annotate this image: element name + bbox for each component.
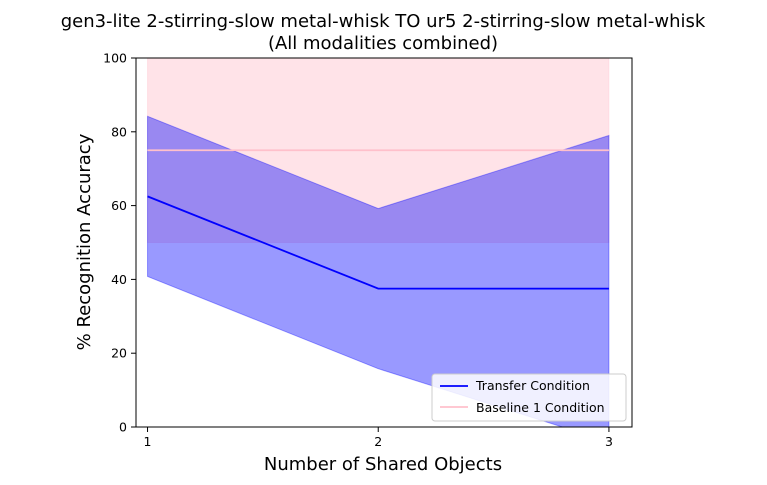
x-tick-label: 1 (144, 434, 152, 449)
transfer-condition-line (147, 195, 609, 290)
transfer-condition-band (147, 115, 610, 427)
y-axis-ticks: 0 20 40 60 80 100 (103, 51, 136, 435)
y-tick-label: 0 (119, 420, 127, 435)
y-tick-label: 60 (111, 198, 127, 213)
plot-frame (135, 57, 633, 428)
y-tick-label: 100 (103, 51, 127, 66)
y-tick-label: 20 (111, 346, 127, 361)
y-tick-label: 80 (111, 124, 127, 139)
series-lines (147, 149, 609, 290)
y-axis-label: % Recognition Accuracy (74, 133, 95, 350)
legend-box (431, 373, 627, 422)
legend: Transfer Condition Baseline 1 Condition (431, 373, 627, 422)
legend-label-transfer: Transfer Condition (475, 378, 590, 393)
y-tick-label: 40 (111, 272, 127, 287)
x-axis-label: Number of Shared Objects (264, 454, 502, 475)
chart-title: gen3-lite 2-stirring-slow metal-whisk TO… (61, 11, 706, 32)
chart-subtitle: (All modalities combined) (268, 33, 498, 54)
x-tick-label: 3 (605, 434, 613, 449)
legend-label-baseline: Baseline 1 Condition (476, 400, 605, 415)
x-axis-ticks: 1 2 3 (144, 427, 613, 449)
x-tick-label: 2 (374, 434, 382, 449)
